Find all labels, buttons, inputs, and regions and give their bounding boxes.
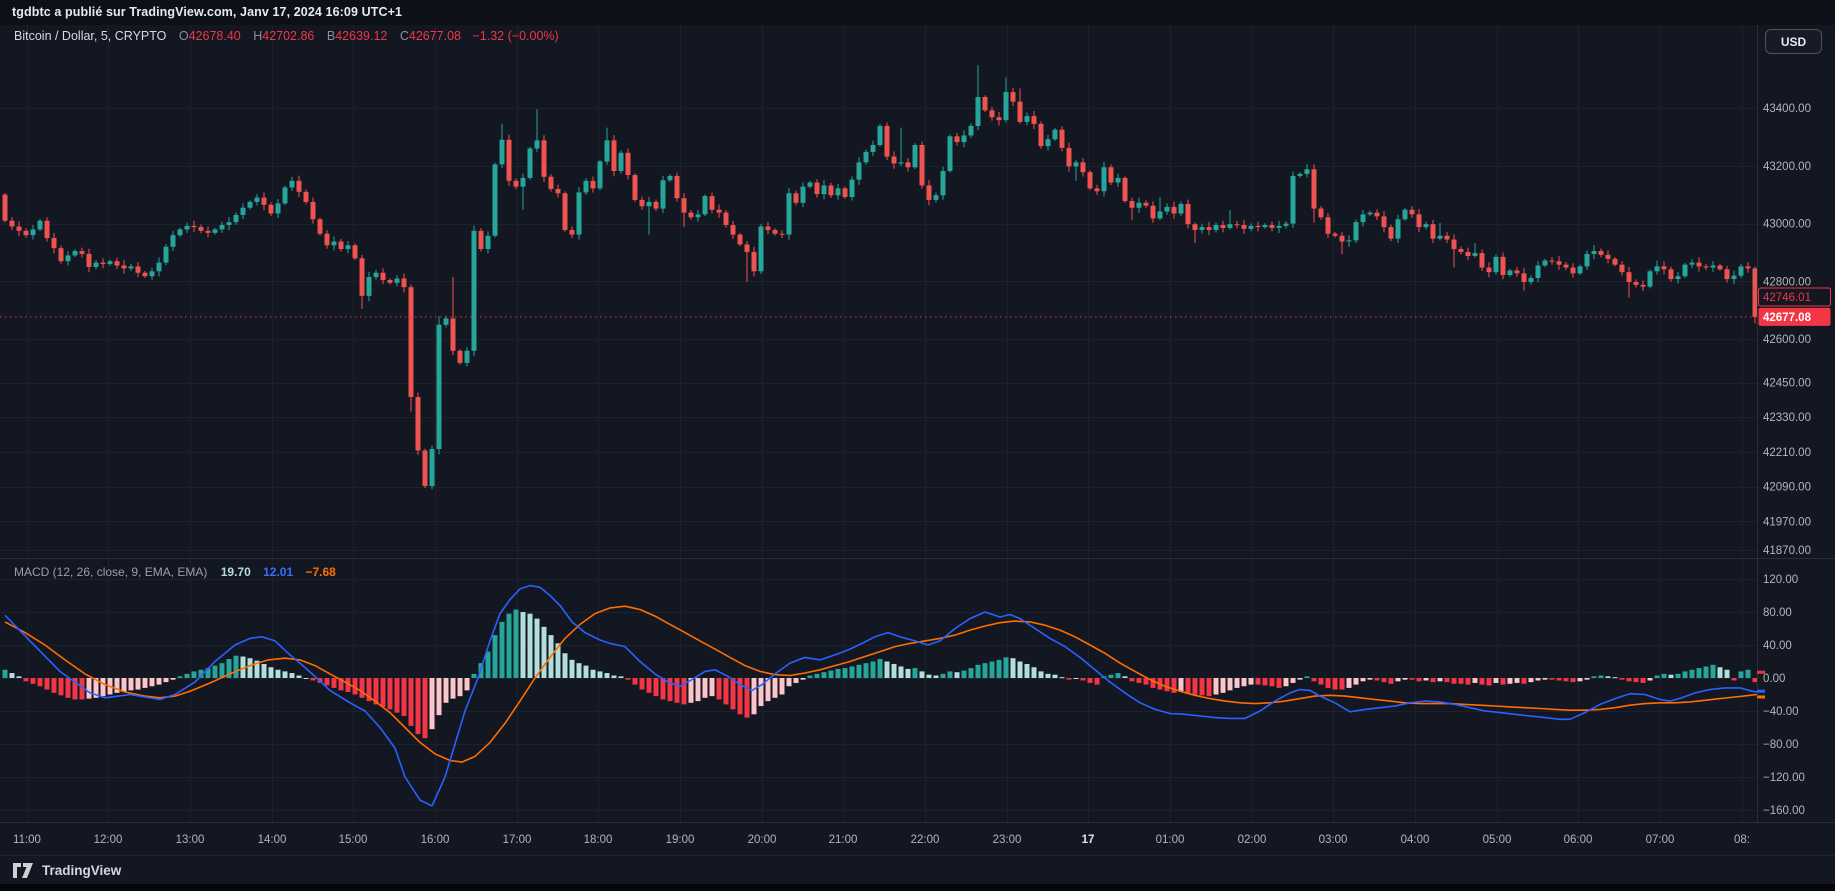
close-label: C — [399, 29, 409, 43]
svg-text:40.00: 40.00 — [1763, 640, 1792, 652]
chart-canvas[interactable]: 43400.00 43200.00 43000.00 42800.00 42600.00… — [0, 25, 1835, 855]
svg-text:07:00: 07:00 — [1646, 834, 1675, 846]
svg-text:13:00: 13:00 — [176, 834, 205, 846]
low-label: B — [326, 29, 336, 43]
open-value: 42678.40 — [188, 29, 241, 43]
svg-text:42090.00: 42090.00 — [1763, 482, 1811, 494]
symbol-legend[interactable]: Bitcoin / Dollar, 5, CRYPTO O42678.40 H4… — [14, 29, 559, 43]
svg-text:17:00: 17:00 — [503, 834, 532, 846]
svg-text:01:00: 01:00 — [1156, 834, 1185, 846]
high-label: H — [253, 29, 263, 43]
high-value: 42702.86 — [262, 29, 315, 43]
svg-text:−80.00: −80.00 — [1763, 739, 1799, 751]
bottom-strip — [0, 884, 1835, 891]
svg-text:02:00: 02:00 — [1238, 834, 1267, 846]
svg-text:41970.00: 41970.00 — [1763, 516, 1811, 528]
svg-text:06:00: 06:00 — [1564, 834, 1593, 846]
svg-text:20:00: 20:00 — [748, 834, 777, 846]
pane-separators[interactable] — [0, 25, 1835, 823]
svg-text:41870.00: 41870.00 — [1763, 545, 1811, 557]
svg-text:17: 17 — [1082, 834, 1095, 846]
svg-text:42746.01: 42746.01 — [1763, 292, 1811, 304]
share-banner-text: tgdbtc a publié sur TradingView.com, Jan… — [12, 5, 403, 19]
svg-text:15:00: 15:00 — [339, 834, 368, 846]
share-banner: tgdbtc a publié sur TradingView.com, Jan… — [0, 0, 1835, 25]
macd-signal-value: −7.68 — [305, 565, 336, 579]
svg-text:23:00: 23:00 — [993, 834, 1022, 846]
svg-text:43400.00: 43400.00 — [1763, 103, 1811, 115]
svg-text:42800.00: 42800.00 — [1763, 276, 1811, 288]
svg-text:43200.00: 43200.00 — [1763, 161, 1811, 173]
svg-text:22:00: 22:00 — [911, 834, 940, 846]
svg-text:120.00: 120.00 — [1763, 574, 1798, 586]
macd-line-value: 12.01 — [263, 565, 294, 579]
open-label: O — [178, 29, 189, 43]
macd-legend[interactable]: MACD (12, 26, close, 9, EMA, EMA) 19.70 … — [14, 565, 336, 579]
svg-text:42330.00: 42330.00 — [1763, 412, 1811, 424]
svg-text:42677.08: 42677.08 — [1763, 312, 1812, 324]
svg-text:16:00: 16:00 — [421, 834, 450, 846]
tradingview-logo-icon[interactable] — [12, 862, 34, 879]
svg-text:42210.00: 42210.00 — [1763, 447, 1811, 459]
svg-text:14:00: 14:00 — [258, 834, 287, 846]
footer-bar: TradingView — [0, 855, 1835, 884]
currency-toggle-button[interactable]: USD — [1765, 29, 1822, 54]
time-scale[interactable]: 11:00 12:00 13:00 14:00 15:00 16:00 17:00 18:00… — [13, 834, 1750, 846]
change-value: −1.32 (−0.00%) — [472, 29, 559, 43]
svg-text:12:00: 12:00 — [94, 834, 123, 846]
svg-text:08:: 08: — [1734, 834, 1750, 846]
close-value: 42677.08 — [408, 29, 462, 43]
svg-text:80.00: 80.00 — [1763, 607, 1792, 619]
candlestick-series — [2, 65, 1757, 490]
grid — [0, 25, 1757, 822]
countdown-price-badge — [1758, 287, 1831, 307]
svg-text:0.00: 0.00 — [1763, 673, 1785, 685]
currency-toggle-label: USD — [1780, 35, 1807, 49]
footer-brand[interactable]: TradingView — [42, 862, 122, 878]
svg-text:03:00: 03:00 — [1319, 834, 1348, 846]
svg-text:43000.00: 43000.00 — [1763, 219, 1811, 231]
macd-title[interactable]: MACD (12, 26, close, 9, EMA, EMA) — [14, 565, 208, 579]
svg-text:−160.00: −160.00 — [1763, 805, 1805, 817]
svg-text:11:00: 11:00 — [13, 834, 41, 846]
svg-text:42450.00: 42450.00 — [1763, 378, 1811, 390]
macd-scale[interactable]: 120.00 80.00 40.00 0.00 −40.00 −80.00 −120.00 −… — [1757, 574, 1805, 817]
svg-text:42600.00: 42600.00 — [1763, 334, 1811, 346]
macd-histogram — [2, 609, 1757, 739]
macd-histogram-value: 19.70 — [220, 565, 251, 579]
svg-text:05:00: 05:00 — [1483, 834, 1512, 846]
macd-line — [4, 584, 1757, 807]
last-price-badge — [1758, 307, 1831, 326]
svg-text:−40.00: −40.00 — [1763, 706, 1799, 718]
svg-text:−120.00: −120.00 — [1763, 772, 1805, 784]
svg-text:18:00: 18:00 — [584, 834, 613, 846]
symbol-title[interactable]: Bitcoin / Dollar, 5, CRYPTO — [14, 29, 167, 43]
price-scale[interactable]: 43400.00 43200.00 43000.00 42800.00 42600.00… — [1758, 103, 1831, 557]
svg-text:19:00: 19:00 — [666, 834, 695, 846]
low-value: 42639.12 — [335, 29, 388, 43]
macd-signal-line — [4, 605, 1757, 763]
svg-text:21:00: 21:00 — [829, 834, 858, 846]
svg-text:04:00: 04:00 — [1401, 834, 1430, 846]
